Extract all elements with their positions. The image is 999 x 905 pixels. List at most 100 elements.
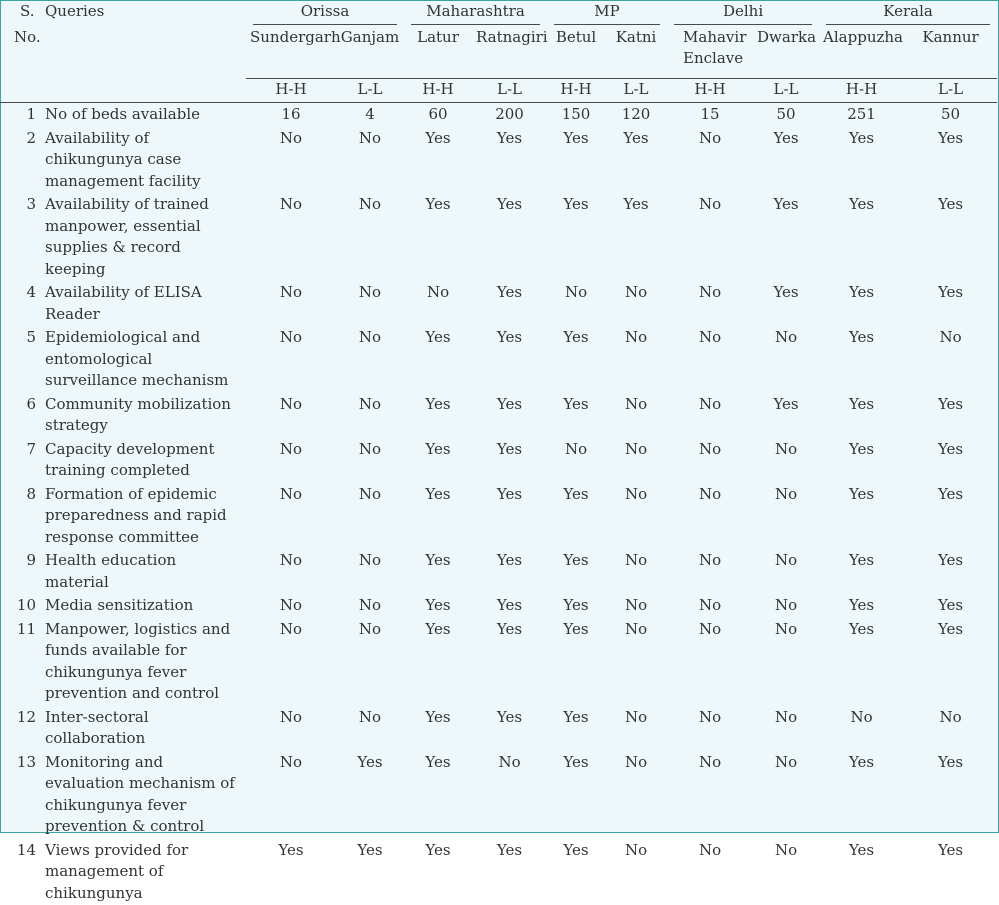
district-header: Dwarka	[753, 27, 819, 70]
cell-value: No	[667, 594, 753, 618]
cell-value: No	[605, 281, 667, 326]
district-header: Latur	[404, 27, 472, 70]
query-text: Availability of trained manpower, essent…	[42, 193, 246, 281]
cell-value: Yes	[904, 751, 997, 839]
cell-value: Yes	[904, 281, 997, 326]
cell-value: No	[605, 483, 667, 550]
cell-value: Yes	[819, 393, 904, 438]
cell-value: No	[667, 281, 753, 326]
cell-value: No	[904, 326, 997, 393]
cell-value: Yes	[547, 326, 605, 393]
row-number: 6	[0, 393, 42, 438]
row-number: 11	[0, 618, 42, 706]
cell-value: No	[667, 706, 753, 751]
cell-value: No	[667, 326, 753, 393]
cell-value: Yes	[404, 549, 472, 594]
cell-value: Yes	[472, 438, 547, 483]
cell-value: No	[336, 393, 404, 438]
row-number: 14	[0, 839, 42, 905]
cell-value: 251	[819, 103, 904, 127]
cell-value: No	[753, 483, 819, 550]
cell-value: No	[336, 483, 404, 550]
query-text: Media sensitization	[42, 594, 246, 618]
cell-value: Yes	[819, 193, 904, 281]
cell-value: Yes	[472, 618, 547, 706]
district-header: Kannur	[904, 27, 997, 70]
row-number: 5	[0, 326, 42, 393]
cell-value: Yes	[605, 193, 667, 281]
cell-value: Yes	[904, 438, 997, 483]
cell-value: Yes	[904, 594, 997, 618]
cell-value: Yes	[472, 706, 547, 751]
cell-value: No	[246, 281, 336, 326]
cell-value: Yes	[819, 618, 904, 706]
cell-value: No	[667, 193, 753, 281]
cell-value: Yes	[547, 706, 605, 751]
sno-header: S.	[0, 1, 42, 27]
state-header: Orissa	[246, 1, 404, 27]
district-header: Ratnagiri	[472, 27, 547, 70]
cell-value: Yes	[819, 549, 904, 594]
cell-value: No	[753, 438, 819, 483]
cell-value: Yes	[472, 127, 547, 194]
cell-value: No	[336, 127, 404, 194]
row-number: 8	[0, 483, 42, 550]
cell-value: Yes	[819, 594, 904, 618]
cell-value: Yes	[904, 839, 997, 905]
state-header: Delhi	[667, 1, 819, 27]
cell-value: No	[605, 839, 667, 905]
cell-value: 60	[404, 103, 472, 127]
cell-value: 16	[246, 103, 336, 127]
cell-value: Yes	[472, 326, 547, 393]
type-header: H-H	[404, 78, 472, 103]
cell-value: Yes	[904, 618, 997, 706]
cell-value: No	[246, 751, 336, 839]
cell-value: No	[336, 594, 404, 618]
type-header: L-L	[753, 78, 819, 103]
cell-value: 200	[472, 103, 547, 127]
cell-value: No	[336, 281, 404, 326]
cell-value: Yes	[819, 438, 904, 483]
district-header: Mahavir Enclave	[667, 27, 753, 70]
cell-value: No	[819, 706, 904, 751]
cell-value: Yes	[404, 839, 472, 905]
cell-value: 150	[547, 103, 605, 127]
cell-value: Yes	[246, 839, 336, 905]
header-row-states: S. Queries Orissa Maharashtra MP Delhi K…	[0, 1, 997, 27]
cell-value: No	[246, 193, 336, 281]
query-text: Inter-sectoral collaboration	[42, 706, 246, 751]
header-row-districts: No. Sundergarh Ganjam Latur Ratnagiri Be…	[0, 27, 997, 70]
type-header: H-H	[819, 78, 904, 103]
row-number: 2	[0, 127, 42, 194]
header-row-types: H-H L-L H-H L-L H-H L-L H-H L-L H-H L-L	[0, 78, 997, 103]
query-text: No of beds available	[42, 103, 246, 127]
cell-value: Yes	[753, 127, 819, 194]
cell-value: No	[336, 438, 404, 483]
cell-value: Yes	[472, 839, 547, 905]
type-header: H-H	[667, 78, 753, 103]
cell-value: Yes	[547, 549, 605, 594]
cell-value: No	[336, 618, 404, 706]
cell-value: Yes	[753, 393, 819, 438]
cell-value: Yes	[472, 281, 547, 326]
cell-value: No	[667, 839, 753, 905]
cell-value: No	[246, 706, 336, 751]
cell-value: No	[605, 393, 667, 438]
cell-value: Yes	[904, 193, 997, 281]
cell-value: Yes	[904, 127, 997, 194]
cell-value: Yes	[819, 127, 904, 194]
cell-value: Yes	[904, 393, 997, 438]
cell-value: Yes	[819, 326, 904, 393]
query-text: Views provided for management of chikung…	[42, 839, 246, 905]
row-number: 7	[0, 438, 42, 483]
cell-value: No	[246, 127, 336, 194]
cell-value: No	[547, 281, 605, 326]
